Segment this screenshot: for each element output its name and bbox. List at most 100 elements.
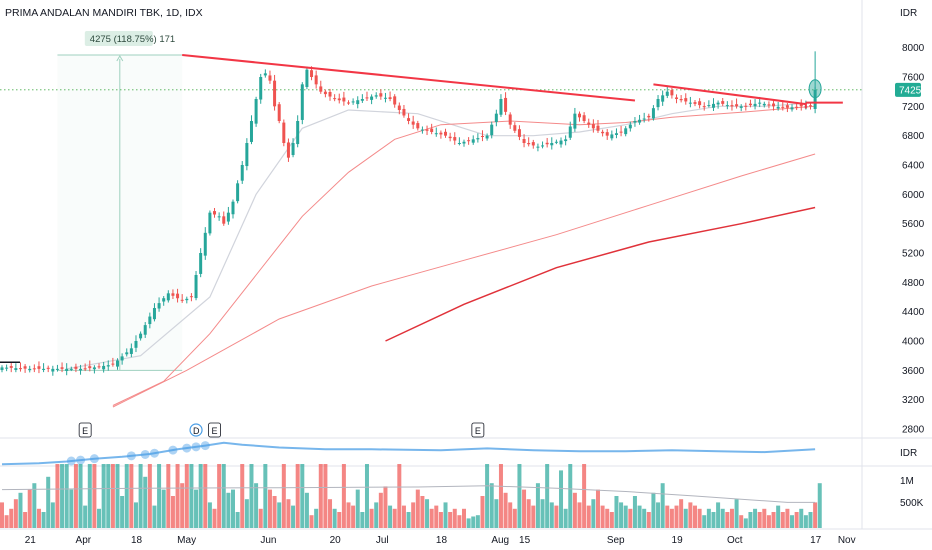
candle-body [762, 103, 766, 106]
volume-bar [554, 505, 559, 528]
candle-body [222, 216, 226, 224]
volume-bar [632, 496, 637, 528]
candle-body [716, 102, 720, 105]
candle-body [143, 325, 147, 335]
volume-bar [766, 515, 771, 528]
volume-bar [452, 508, 457, 528]
event-marker[interactable]: E [78, 422, 92, 438]
volume-bar [244, 499, 249, 528]
candle-body [263, 73, 267, 76]
event-marker-label: E [212, 426, 218, 436]
volume-bar [485, 464, 490, 528]
candle-body [781, 106, 785, 108]
candle-body [610, 134, 614, 139]
candle-body [162, 298, 166, 302]
candle-body [758, 102, 762, 104]
volume-bar [110, 464, 115, 528]
candle-body [9, 366, 13, 368]
candle-body [240, 165, 244, 181]
candle-body [425, 129, 429, 131]
candle-body [388, 97, 392, 99]
volume-bar [595, 489, 600, 528]
price-axis[interactable]: 2800 3200 3600 4000 4400 4800 5200 5600 6000 6400… [902, 43, 925, 435]
event-marker-label: E [82, 426, 88, 436]
measure-tool[interactable]: 4275 (118.75%) 171 [57, 31, 183, 371]
candle-body [596, 125, 600, 131]
candle-body [508, 114, 512, 125]
volume-bar [522, 489, 527, 528]
volume-bar [217, 464, 222, 528]
candle-body [296, 121, 300, 145]
candle-body [393, 96, 397, 105]
volume-bar [341, 464, 346, 528]
candle-body [675, 97, 679, 99]
rsi-highlight-dot [200, 441, 210, 451]
price-tick-label: 3200 [902, 395, 925, 406]
candle-body [550, 143, 554, 146]
price-tick-label: 3600 [902, 366, 925, 377]
volume-bar [0, 502, 4, 528]
event-marker[interactable]: E [208, 422, 221, 438]
volume-bar [406, 512, 411, 528]
volume-bar [9, 508, 14, 528]
price-tick-label: 4000 [902, 337, 925, 348]
volume-bar [124, 464, 129, 528]
candle-body [494, 113, 498, 123]
candle-body [236, 183, 240, 202]
volume-bar [291, 505, 296, 528]
time-tick-label: 18 [436, 535, 448, 546]
earnings-marker-icon [78, 422, 92, 438]
volume-bar [559, 470, 564, 528]
volume-bar [512, 508, 517, 528]
volume-bar [549, 502, 554, 528]
volume-bar [309, 515, 314, 528]
rsi-highlight-dot [149, 448, 159, 458]
volume-bar [540, 499, 545, 528]
trendline[interactable] [182, 54, 636, 102]
volume-tick-label: 500K [900, 498, 924, 509]
volume-bar [304, 492, 309, 528]
volume-bar [651, 492, 656, 528]
candle-body [735, 104, 739, 107]
candle-body [670, 90, 674, 96]
candle-body [605, 132, 609, 136]
volume-bar [106, 464, 111, 528]
event-marker[interactable]: E [471, 422, 485, 438]
volume-bar [281, 464, 286, 528]
volume-bar [425, 499, 430, 528]
volume-bar [69, 489, 74, 528]
time-axis[interactable]: 21 Apr 18 May Jun 20 Jul 18 Aug 15 Sep 19 Oct 17 Nov [25, 535, 856, 546]
volume-bar [743, 518, 748, 528]
volume-bar [184, 464, 189, 528]
trendlines[interactable] [0, 54, 843, 364]
price-tick-label: 7600 [902, 73, 925, 84]
candle-body [480, 135, 484, 137]
volume-bar [240, 464, 245, 528]
volume-bar [503, 492, 508, 528]
event-marker[interactable]: D [189, 423, 203, 437]
volume-bar [429, 508, 434, 528]
candle-body [725, 105, 729, 107]
volume-bar [420, 496, 425, 528]
candle-body [106, 365, 110, 367]
candle-body [439, 132, 443, 135]
candle-body [139, 333, 143, 339]
candle-body [679, 99, 683, 101]
volume-bar [697, 508, 702, 528]
candle-body [587, 122, 591, 125]
volume-bar [351, 505, 356, 528]
rsi-highlight-dot [168, 445, 178, 455]
volume-bar [143, 476, 148, 528]
volume-bar [32, 483, 37, 528]
price-tick-label: 6400 [902, 161, 925, 172]
volume-bar [212, 508, 217, 528]
candle-body [601, 131, 605, 134]
time-tick-label: 17 [810, 535, 822, 546]
trendline[interactable] [653, 83, 807, 106]
candle-body [633, 121, 637, 123]
volume-bar [78, 464, 83, 528]
volume-bar [23, 512, 28, 528]
